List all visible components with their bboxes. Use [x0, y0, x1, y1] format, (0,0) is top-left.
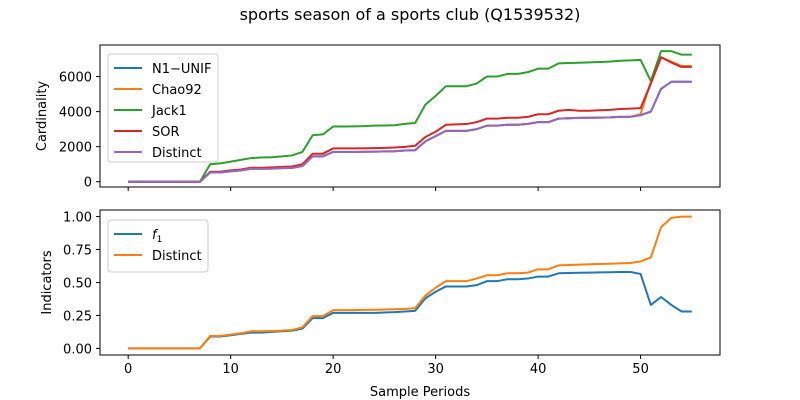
legend-entry-label: Chao92 [152, 83, 202, 98]
legend-entry-label: N1−UNIF [152, 62, 211, 77]
cardinality-legend: N1−UNIF Chao92 Jack1 SOR Distinct [107, 53, 219, 163]
series-line-0-2 [128, 50, 692, 183]
x-axis-label: Sample Periods [370, 385, 470, 400]
series-line-0-4 [128, 80, 692, 183]
y-tick-label: 0.25 [63, 309, 92, 324]
y-tick-label: 0 [84, 176, 92, 191]
indicators-panel: 0 10 20 30 40 50 0.00 0.25 0.50 0.75 1.00 Indicato… [40, 209, 721, 400]
x-tick-label: 30 [427, 362, 444, 377]
legend-box [107, 219, 209, 273]
legend-entry-label: Jack1 [151, 104, 187, 119]
x-tick-label: 50 [632, 362, 649, 377]
legend-box [107, 53, 219, 163]
legend-entry-label: Distinct [152, 249, 202, 264]
cardinality-panel: 0 2000 4000 6000 Cardinality N1−UNIF Chao92 J… [35, 44, 721, 191]
y-tick-label: 2000 [59, 141, 92, 156]
chart-title: sports season of a sports club (Q1539532… [240, 5, 581, 24]
y-tick-label: 6000 [59, 71, 92, 86]
y-tick-label: 0.50 [63, 277, 92, 292]
indicators-legend: f1 Distinct [107, 219, 209, 273]
x-tick-label: 0 [124, 362, 132, 377]
cardinality-plot-frame [99, 44, 721, 188]
cardinality-y-axis-label: Cardinality [35, 81, 50, 152]
series-line-1-0 [128, 270, 692, 350]
x-tick-label: 40 [530, 362, 547, 377]
legend-entry-label: SOR [152, 125, 180, 140]
legend-entry-label: Distinct [152, 146, 202, 161]
x-tick-label: 10 [222, 362, 239, 377]
x-tick-label: 20 [325, 362, 342, 377]
y-tick-label: 0.00 [63, 342, 92, 357]
legend-entry-label: f1 [152, 228, 162, 245]
y-tick-label: 1.00 [63, 211, 92, 226]
series-line-1-1 [128, 215, 692, 350]
indicators-y-axis-label: Indicators [40, 250, 55, 314]
y-tick-label: 0.75 [63, 244, 92, 259]
y-tick-label: 4000 [59, 106, 92, 121]
